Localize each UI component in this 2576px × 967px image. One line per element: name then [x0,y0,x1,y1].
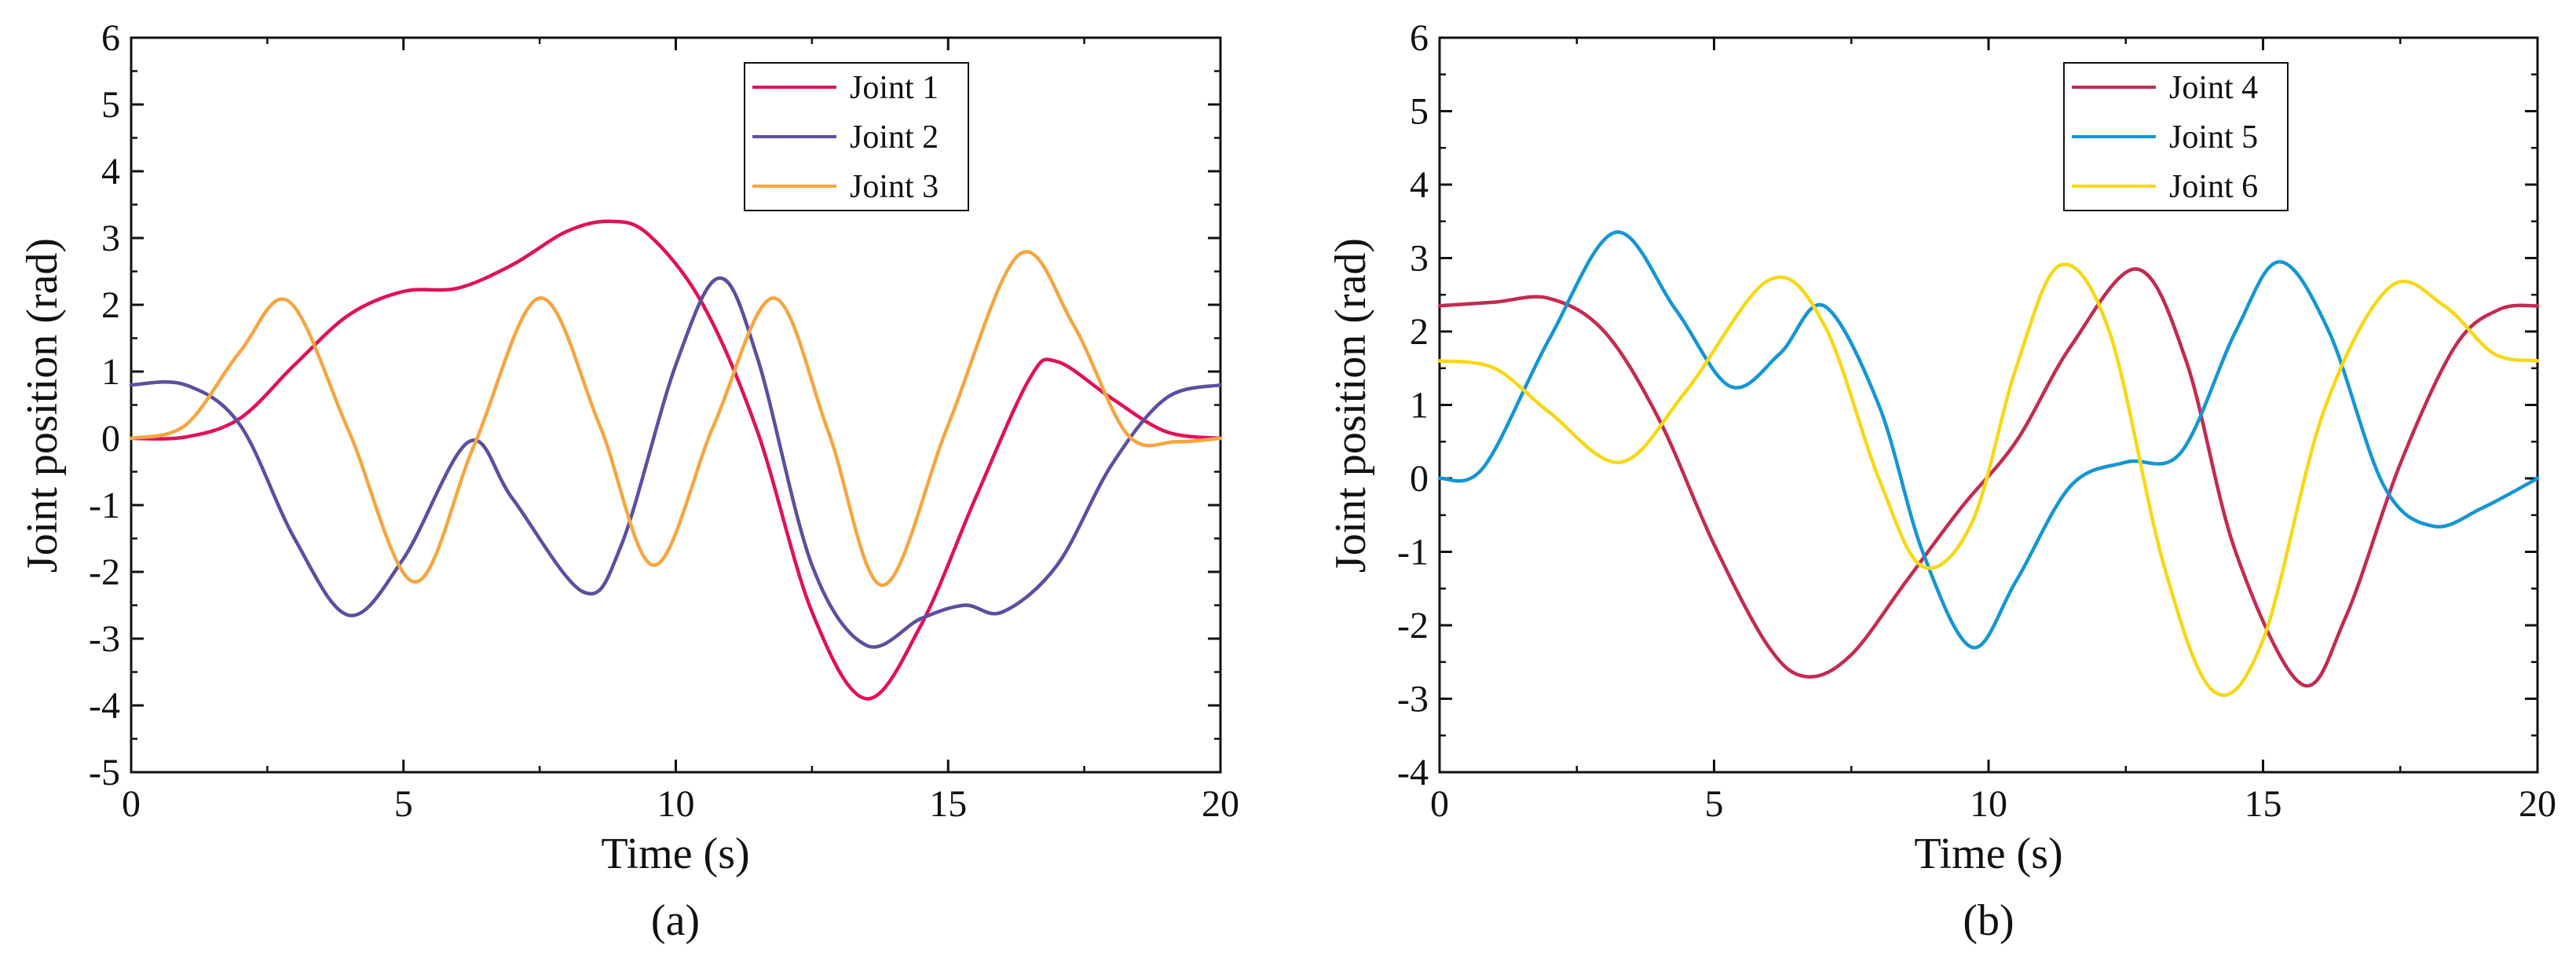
panel-b-axes-frame [1438,36,2539,774]
panel-b-ticks [1438,36,2539,774]
panel-a-y-tick-label: 5 [101,84,120,126]
panel-a-y-axis-title: Joint position (rad) [18,238,67,573]
panel-a-y-tick-label: -1 [89,485,120,526]
panel-a-y-tick-label: -3 [89,618,120,660]
legend-entry-joint-5: Joint 5 [2072,119,2258,156]
legend-entry-joint-4: Joint 4 [2072,70,2258,106]
panel-a-y-tick-label: 4 [101,151,120,192]
panel-b-legend: Joint 4 Joint 5 Joint 6 [2063,62,2289,211]
panel-b-y-tick-label: -3 [1397,679,1429,720]
panel-b-label: (b) [1963,896,2014,945]
legend-label-joint-2: Joint 2 [850,119,939,156]
panel-b-y-axis-title: Joint position (rad) [1326,238,1375,573]
panel-a-x-tick-labels: 0 5 10 15 20 [122,783,1239,825]
legend-entry-joint-2: Joint 2 [752,119,939,156]
panel-b-y-tick-label: 3 [1410,238,1429,280]
panel-b: 0 5 10 15 20 -4 -3 -2 -1 0 1 2 3 4 5 6 Time (s) Joint … [1326,17,2556,945]
series-line-joint-1 [129,219,1223,701]
panel-b-x-tick-label: 0 [1430,783,1449,825]
panel-b-y-tick-label: 2 [1410,311,1429,353]
panel-b-y-tick-label: 6 [1410,17,1429,59]
panel-a-y-tick-label: 2 [101,284,120,326]
panel-b-x-tick-labels: 0 5 10 15 20 [1430,783,2556,825]
legend-entry-joint-1: Joint 1 [752,70,939,106]
legend-label-joint-4: Joint 4 [2169,70,2258,106]
panel-b-x-tick-label: 5 [1705,783,1724,825]
panel-b-x-axis-title: Time (s) [1914,830,2062,878]
panel-a-x-axis-title: Time (s) [601,830,749,878]
legend-label-joint-6: Joint 6 [2169,169,2258,205]
panel-a-series [129,219,1223,701]
panel-b-y-tick-label: -1 [1397,532,1429,573]
series-line-joint-6 [1437,262,2540,698]
panel-a-plot-area [129,36,1223,774]
panel-a-y-tick-label: 3 [101,218,120,259]
panel-b-y-tick-label: 1 [1410,385,1429,427]
panel-a-ticks [130,36,1222,774]
panel-a-x-tick-label: 0 [122,783,141,825]
panel-a-label: (a) [651,896,700,945]
series-line-joint-5 [1437,230,2540,650]
panel-a-y-tick-label: 1 [101,351,120,393]
panel-a-x-tick-label: 5 [394,783,413,825]
legend-label-joint-3: Joint 3 [850,169,939,205]
panel-b-plot-area [1437,36,2540,774]
legend-entry-joint-3: Joint 3 [752,169,939,205]
panel-b-x-tick-label: 15 [2245,783,2282,825]
panel-a-x-tick-label: 15 [929,783,967,825]
panel-a: 0 5 10 15 20 -5 -4 -3 -2 -1 0 1 2 3 4 5 6 Time (s) Join… [18,17,1239,945]
panel-a-x-tick-label: 20 [1202,783,1239,825]
panel-b-series [1437,230,2540,698]
panel-b-y-tick-label: -2 [1397,605,1429,646]
legend-entry-joint-6: Joint 6 [2072,169,2258,205]
series-line-joint-3 [129,250,1223,588]
panel-a-y-tick-label: 6 [101,17,120,59]
panel-a-legend: Joint 1 Joint 2 Joint 3 [744,62,969,211]
panel-b-y-tick-label: 4 [1410,164,1429,206]
panel-b-y-tick-label: -4 [1397,752,1429,793]
panel-a-y-tick-label: -4 [89,685,120,727]
panel-a-y-tick-label: -2 [89,551,120,593]
panel-a-x-tick-label: 10 [657,783,695,825]
panel-a-y-tick-label: 0 [101,418,120,460]
series-line-joint-4 [1437,267,2540,688]
legend-label-joint-1: Joint 1 [850,70,939,106]
panel-a-y-tick-label: -5 [89,752,120,793]
panel-b-y-tick-label: 0 [1410,458,1429,500]
panel-b-y-tick-labels: -4 -3 -2 -1 0 1 2 3 4 5 6 [1397,17,1429,793]
panel-b-x-tick-label: 20 [2519,783,2556,825]
panel-a-axes-frame [130,36,1222,774]
series-line-joint-2 [129,276,1223,649]
panel-b-y-tick-label: 5 [1410,91,1429,133]
panel-a-y-tick-labels: -5 -4 -3 -2 -1 0 1 2 3 4 5 6 [89,17,120,793]
legend-label-joint-5: Joint 5 [2169,119,2258,156]
panel-b-x-tick-label: 10 [1970,783,2007,825]
